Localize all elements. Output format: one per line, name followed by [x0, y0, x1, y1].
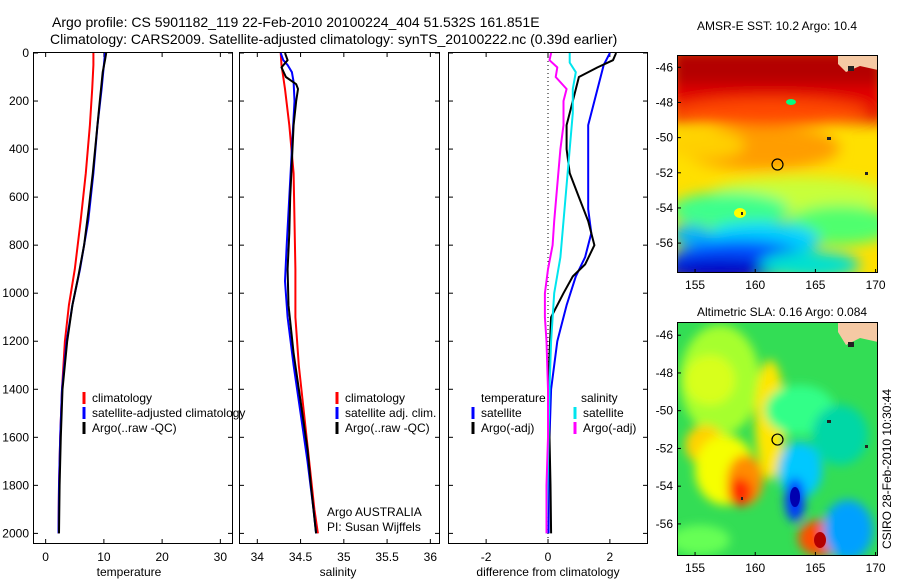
sst-map-title: AMSR-E SST: 10.2 Argo: 10.4	[697, 19, 857, 33]
salinity-legend: climatology satellite adj. clim. Argo(..…	[327, 391, 436, 534]
depth-tick-label: 800	[9, 238, 29, 252]
temperature-series	[57, 52, 108, 534]
temperature-xlabel: temperature	[97, 565, 162, 579]
map-x-tick-label: 165	[805, 278, 825, 292]
x-tick-label: 36	[424, 550, 438, 564]
map-y-tick-label: -52	[656, 166, 674, 180]
difference-series	[543, 52, 618, 534]
map-x-tick-label: 155	[685, 278, 705, 292]
x-tick-label: 20	[155, 550, 169, 564]
x-tick-label: 35.5	[375, 550, 399, 564]
x-tick-label: -2	[481, 550, 492, 564]
depth-tick-label: 1200	[2, 334, 29, 348]
sla-map-image	[677, 322, 878, 556]
temperature-x-axis: 0 10 20 30	[42, 53, 227, 564]
salinity-x-axis: 34 34.5 35 35.5 36	[251, 53, 438, 564]
sst-map-image	[677, 55, 878, 273]
series-line-salinity-argo-adj	[543, 52, 568, 534]
map-y-tick-label: -54	[656, 479, 674, 493]
legend-label-temp-argo: Argo(-adj)	[481, 421, 534, 435]
map-y-tick-label: -46	[656, 328, 674, 342]
sst-map-frame	[677, 55, 878, 273]
salinity-series	[279, 52, 319, 534]
series-line-temperature-argo-adj	[547, 52, 618, 534]
legend-label-argo: Argo(..raw -QC)	[345, 421, 430, 435]
difference-legend: temperature salinity satellite Argo(-adj…	[471, 391, 636, 435]
map-y-tick-label: -54	[656, 201, 674, 215]
sla-map-frame	[677, 322, 878, 556]
map-y-tick-label: -56	[656, 517, 674, 531]
depth-tick-label: 0	[22, 46, 29, 60]
series-line-argo-raw-qc	[280, 52, 318, 534]
legend-label-climatology: climatology	[92, 391, 152, 405]
map-x-tick-label: 165	[805, 561, 825, 575]
csiro-timestamp-label: CSIRO 28-Feb-2010 10:30:44	[880, 389, 894, 549]
salinity-xlabel: salinity	[320, 565, 357, 579]
salinity-panel-frame	[239, 52, 440, 544]
depth-tick-label: 200	[9, 94, 29, 108]
x-tick-label: 35	[337, 550, 351, 564]
map-x-tick-label: 170	[866, 561, 886, 575]
argo-australia-label: Argo AUSTRALIA	[327, 505, 422, 519]
pi-label: PI: Susan Wijffels	[327, 520, 421, 534]
map-y-tick-label: -48	[656, 366, 674, 380]
series-line-salinity-satellite	[545, 53, 577, 534]
depth-tick-marks	[34, 52, 647, 534]
map-x-tick-label: 160	[745, 561, 765, 575]
temperature-panel-frame	[33, 52, 233, 544]
series-line-satellite-adj-clim	[279, 52, 318, 534]
depth-tick-label: 600	[9, 190, 29, 204]
depth-tick-label: 1600	[2, 430, 29, 444]
depth-tick-label: 1000	[2, 286, 29, 300]
x-tick-label: 2	[607, 550, 614, 564]
map-y-tick-label: -46	[656, 60, 674, 74]
legend-label-sal-argo: Argo(-adj)	[583, 421, 636, 435]
difference-panel-frame	[448, 52, 648, 544]
depth-tick-label: 1400	[2, 382, 29, 396]
map-x-tick-label: 160	[745, 278, 765, 292]
series-line-temperature-satellite	[547, 52, 611, 534]
header-line2: Climatology: CARS2009. Satellite-adjuste…	[50, 31, 617, 47]
x-tick-label: 34.5	[289, 550, 313, 564]
x-tick-label: 30	[214, 550, 228, 564]
sst-map-x-axis: 155 160 165 170	[685, 269, 886, 292]
header-line1: Argo profile: CS 5901182_119 22-Feb-2010…	[52, 14, 540, 30]
map-x-tick-label: 170	[866, 278, 886, 292]
series-line-argo-raw-qc	[58, 52, 108, 534]
sla-float-position-marker	[771, 433, 784, 446]
sst-float-position-marker	[771, 158, 784, 171]
sst-map-y-axis: -46 -48 -50 -52 -54 -56	[656, 60, 681, 250]
legend-label-argo: Argo(..raw -QC)	[92, 421, 177, 435]
map-y-tick-label: -50	[656, 404, 674, 418]
map-x-tick-label: 155	[685, 561, 705, 575]
legend-title-salinity: salinity	[581, 391, 618, 405]
difference-xlabel: difference from climatology	[476, 565, 619, 579]
depth-tick-label: 2000	[2, 526, 29, 540]
x-tick-label: 34	[251, 550, 265, 564]
sla-map-title: Altimetric SLA: 0.16 Argo: 0.084	[697, 305, 867, 319]
map-y-tick-label: -52	[656, 441, 674, 455]
depth-tick-label: 400	[9, 142, 29, 156]
sla-map-y-axis: -46 -48 -50 -52 -54 -56	[656, 328, 681, 531]
x-tick-label: 10	[97, 550, 111, 564]
x-tick-label: 0	[42, 550, 49, 564]
map-y-tick-label: -56	[656, 236, 674, 250]
legend-label-satellite: satellite adj. clim.	[345, 406, 436, 420]
temperature-legend: climatology satellite-adjusted climatolo…	[82, 391, 245, 435]
map-y-tick-label: -48	[656, 95, 674, 109]
x-tick-label: 0	[545, 550, 552, 564]
map-y-tick-label: -50	[656, 131, 674, 145]
sla-map-x-axis: 155 160 165 170	[685, 552, 886, 575]
depth-tick-label: 1800	[2, 478, 29, 492]
legend-label-satellite: satellite-adjusted climatology	[92, 406, 245, 420]
depth-axis: 0 200 400 600 800 1000 1200 1400 1600 1800 2000	[2, 46, 29, 540]
legend-label-sal-satellite: satellite	[583, 406, 624, 420]
legend-label-climatology: climatology	[345, 391, 405, 405]
legend-title-temperature: temperature	[481, 391, 546, 405]
legend-label-temp-satellite: satellite	[481, 406, 522, 420]
